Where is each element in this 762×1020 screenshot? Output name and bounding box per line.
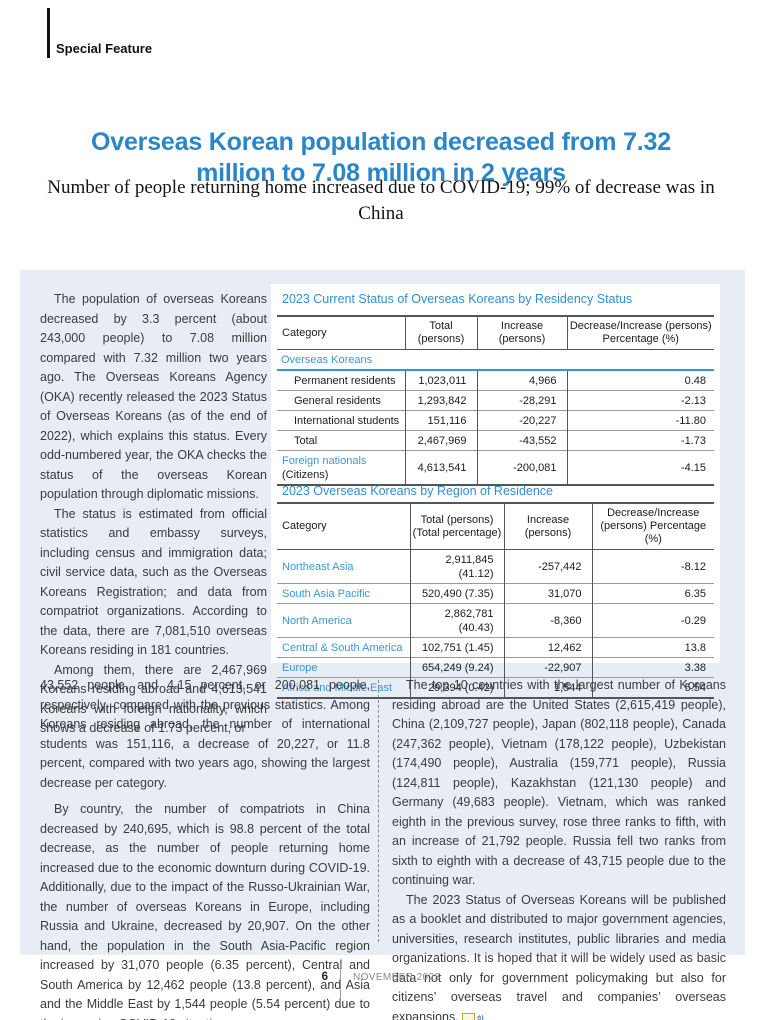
cell-total: 29,394 (0.42) — [409, 677, 504, 698]
column-header: Category — [277, 316, 405, 350]
cell-percentage: -0.29 — [591, 603, 714, 638]
cell-category: North America — [277, 603, 410, 638]
cell-total: 2,862,781 (40.43) — [409, 603, 504, 638]
cell-total: 2,467,969 — [404, 430, 477, 451]
issue-label: NOVEMBER 2023 — [352, 972, 441, 983]
cell-percentage: -4.15 — [566, 450, 714, 485]
table-header-row: Category Total (persons) Increase (perso… — [277, 316, 714, 350]
cell-category-blue: Foreign nationals — [282, 454, 367, 467]
table-row: General residents 1,293,842 -28,291 -2.1… — [277, 390, 714, 411]
cell-increase: -257,442 — [503, 549, 592, 584]
cell-percentage: -1.73 — [566, 430, 714, 451]
paragraph: Among them, there are 2,467,969 Koreans … — [40, 662, 267, 736]
paragraph: The 2023 Status of Overseas Koreans will… — [392, 891, 726, 1020]
column-header: Increase (persons) — [476, 316, 567, 350]
end-of-article-icon: 한 — [461, 1012, 484, 1020]
cell-total: 4,613,541 — [404, 450, 477, 485]
page-number: 6 — [321, 971, 328, 983]
cell-category: Europe — [277, 657, 410, 678]
cell-percentage: -8.12 — [591, 549, 714, 584]
table-row: South Asia Pacific 520,490 (7.35) 31,070… — [277, 583, 714, 604]
cell-total: 151,116 — [404, 410, 477, 431]
cell-category: Total — [277, 430, 405, 451]
cell-increase: -200,081 — [476, 450, 567, 485]
column-header: Category — [277, 503, 410, 550]
table-row: Europe 654,249 (9.24) -22,907 3.38 — [277, 657, 714, 678]
paragraph: 43,552 people, and 4.15 percent, or 200,… — [40, 678, 370, 790]
cell-total: 520,490 (7.35) — [409, 583, 504, 604]
cell-total: 654,249 (9.24) — [409, 657, 504, 678]
cell-increase: -28,291 — [476, 390, 567, 411]
table-row: Africa and Middle East 29,394 (0.42) 1,5… — [277, 677, 714, 698]
cell-total: 2,911,845 (41.12) — [409, 549, 504, 584]
column-header: Increase (persons) — [503, 503, 592, 550]
cell-percentage: 3.38 — [591, 657, 714, 678]
table-header-row: Category Total (persons) (Total percenta… — [277, 503, 714, 550]
cell-category: Foreign nationals (Citizens) — [277, 450, 405, 485]
cell-total: 1,293,842 — [404, 390, 477, 411]
cell-percentage: 5.54 — [591, 677, 714, 698]
paragraph: The top 10 countries with the largest nu… — [392, 678, 726, 887]
residency-table: Category Total (persons) Increase (perso… — [277, 315, 714, 486]
cell-percentage: 13.8 — [591, 637, 714, 658]
bottom-left-column: 43,552 people, and 4.15 percent, or 200,… — [40, 676, 370, 1020]
table-row: International students 151,116 -20,227 -… — [277, 410, 714, 431]
cell-total: 1,023,011 — [404, 369, 477, 391]
paragraph: By country, the number of compatriots in… — [40, 802, 370, 1020]
cell-category: International students — [277, 410, 405, 431]
cell-increase: 12,462 — [503, 637, 592, 658]
column-header: Total (persons) — [404, 316, 477, 350]
cell-percentage: -11.80 — [566, 410, 714, 431]
column-header: Decrease/Increase (persons) Percentage (… — [591, 503, 714, 550]
cell-increase: -22,907 — [503, 657, 592, 678]
cell-increase: -20,227 — [476, 410, 567, 431]
residency-table-title: 2023 Current Status of Overseas Koreans … — [282, 292, 633, 306]
cell-percentage: -2.13 — [566, 390, 714, 411]
footer-divider — [339, 963, 341, 1003]
cell-increase: 4,966 — [476, 369, 567, 391]
cell-category: Central & South America — [277, 637, 410, 658]
cell-category: South Asia Pacific — [277, 583, 410, 604]
cell-increase: -43,552 — [476, 430, 567, 451]
cell-increase: -8,360 — [503, 603, 592, 638]
page-footer: 6 NOVEMBER 2023 — [0, 963, 762, 1003]
column-header: Decrease/Increase (persons) Percentage (… — [566, 316, 714, 350]
cell-category: Northeast Asia — [277, 549, 410, 584]
feature-panel: The population of overseas Koreans decre… — [20, 270, 745, 1020]
kicker-label: Special Feature — [56, 41, 153, 56]
region-table: Category Total (persons) (Total percenta… — [277, 502, 714, 699]
cell-percentage: 0.48 — [566, 369, 714, 391]
cell-category: General residents — [277, 390, 405, 411]
cell-category: Africa and Middle East — [277, 677, 410, 698]
table-row: North America 2,862,781 (40.43) -8,360 -… — [277, 603, 714, 638]
table-row: Northeast Asia 2,911,845 (41.12) -257,44… — [277, 549, 714, 584]
table-row: Total 2,467,969 -43,552 -1.73 — [277, 430, 714, 451]
cell-category: Permanent residents — [277, 369, 405, 391]
table-row: Permanent residents 1,023,011 4,966 0.48 — [277, 369, 714, 391]
cell-percentage: 6.35 — [591, 583, 714, 604]
page-subtitle: Number of people returning home increase… — [47, 177, 715, 224]
intro-column: The population of overseas Koreans decre… — [40, 290, 267, 739]
page-title: Overseas Korean population decreased fro… — [91, 127, 671, 187]
table-group-row: Overseas Koreans — [277, 349, 714, 371]
column-header: Total (persons) (Total percentage) — [409, 503, 504, 550]
table-row: Foreign nationals (Citizens) 4,613,541 -… — [277, 450, 714, 485]
cell-increase: 1,544 — [503, 677, 592, 698]
column-divider — [378, 680, 379, 942]
paragraph-text: The 2023 Status of Overseas Koreans will… — [392, 892, 726, 1020]
cell-increase: 31,070 — [503, 583, 592, 604]
kicker-rule — [47, 8, 50, 58]
table-row: Central & South America 102,751 (1.45) 1… — [277, 637, 714, 658]
cell-total: 102,751 (1.45) — [409, 637, 504, 658]
paragraph: The population of overseas Koreans decre… — [40, 292, 267, 501]
cell-category-rest: (Citizens) — [282, 468, 329, 481]
group-label: Overseas Koreans — [277, 349, 714, 371]
region-table-title: 2023 Overseas Koreans by Region of Resid… — [282, 484, 553, 498]
bottom-right-column: The top 10 countries with the largest nu… — [392, 676, 726, 1020]
paragraph: The status is estimated from official st… — [40, 506, 267, 658]
